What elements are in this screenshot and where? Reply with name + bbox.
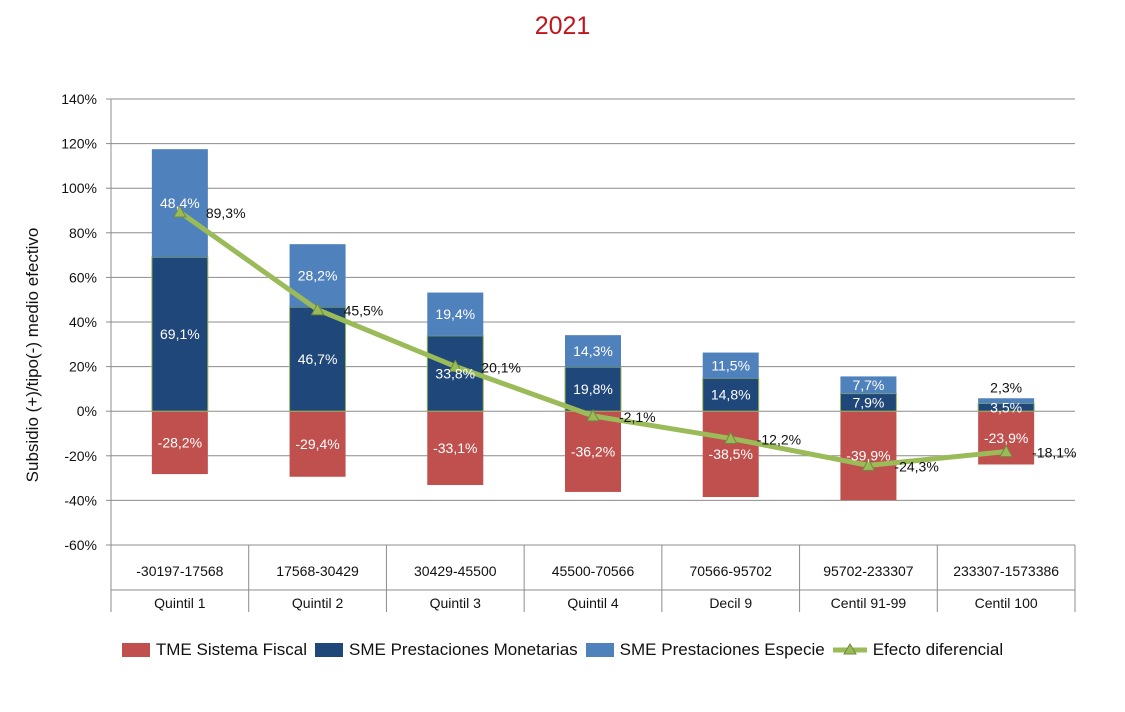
data-label-efecto-diferencial: -2,1% (619, 409, 656, 425)
legend-swatch-sme-monetarias (315, 643, 344, 657)
bar-sme-especie (978, 398, 1035, 404)
legend-line-efecto-diferencial (832, 643, 867, 655)
category-range-label: -30197-17568 (136, 563, 223, 579)
data-label-sme-monetarias: 14,8% (711, 387, 751, 403)
category-group-label: Quintil 2 (292, 595, 344, 611)
y-tick-label: 80% (69, 225, 97, 241)
data-label-efecto-diferencial: -24,3% (894, 458, 938, 474)
data-label-sme-especie: 2,3% (990, 379, 1022, 395)
data-label-sme-especie: 11,5% (711, 357, 750, 373)
data-label-tme: -36,2% (571, 444, 615, 460)
data-label-sme-monetarias: 46,7% (298, 351, 338, 367)
category-group-label: Quintil 3 (430, 595, 482, 611)
bars (151, 149, 1035, 501)
bar-sme-especie (702, 352, 759, 379)
bar-sme-especie (840, 376, 897, 394)
data-label-tme: -28,2% (158, 435, 202, 451)
data-label-sme-monetarias: 33,8% (435, 366, 475, 382)
marker-efecto-diferencial (999, 444, 1013, 458)
legend-swatch-sme-especie (585, 643, 614, 657)
data-label-tme: -39,9% (846, 448, 890, 464)
legend-item-sme-monetarias: SME Prestaciones Monetarias (315, 640, 578, 660)
data-label-tme: -29,4% (295, 436, 339, 452)
data-labels: -28,2% 69,1% 48,4% -29,4% 46,7% 28,2% -33,1% 33… (158, 195, 1077, 474)
bar-sme-especie (565, 335, 621, 368)
chart-plot: -60% -40% -20% 0% 20% 40% 60% 80% 100% 120% 140% -… (23, 91, 1077, 612)
axes: -60% -40% -20% 0% 20% 40% 60% 80% 100% 120% 140% (61, 91, 1076, 612)
category-group-label: Centil 100 (975, 595, 1038, 611)
data-label-tme: -38,5% (709, 446, 753, 462)
marker-efecto-diferencial (173, 205, 187, 218)
y-tick-label: -40% (64, 492, 97, 508)
y-tick-label: 120% (61, 136, 97, 152)
legend-label-tme: TME Sistema Fiscal (155, 640, 308, 659)
category-group-label: Quintil 4 (567, 595, 619, 611)
bar-tme (427, 411, 484, 486)
y-tick-label: 60% (69, 269, 97, 285)
marker-efecto-diferencial (861, 458, 876, 471)
data-label-sme-monetarias: 7,9% (852, 394, 884, 410)
y-tick-label: -20% (64, 448, 97, 464)
data-label-tme: -33,1% (433, 440, 477, 456)
bar-tme (151, 411, 208, 475)
bar-tme (565, 411, 621, 492)
category-range-label: 30429-45500 (414, 563, 497, 579)
category-range-label: 45500-70566 (552, 563, 635, 579)
data-label-efecto-diferencial: -12,2% (757, 431, 801, 447)
bar-tme (702, 411, 759, 498)
category-range-label: 17568-30429 (276, 563, 359, 579)
bar-sme-especie (151, 149, 208, 258)
marker-efecto-diferencial (586, 408, 600, 422)
y-tick-label: 140% (61, 91, 97, 107)
legend-label-sme-especie: SME Prestaciones Especie (619, 640, 825, 659)
bar-sme-monetarias (702, 377, 760, 412)
y-tick-label: 0% (77, 403, 97, 419)
data-label-efecto-diferencial: 20,1% (481, 359, 521, 375)
data-label-efecto-diferencial: 89,3% (206, 205, 246, 221)
data-label-tme: -23,9% (984, 430, 1028, 446)
category-labels: -30197-17568 Quintil 1 17568-30429 Quintil … (136, 563, 1059, 611)
data-label-sme-monetarias: 69,1% (160, 326, 200, 342)
category-range-label: 70566-95702 (689, 563, 772, 579)
bar-tme (289, 411, 346, 477)
y-tick-label: -60% (64, 537, 97, 553)
legend: TME Sistema Fiscal SME Prestaciones Mone… (0, 640, 1125, 660)
data-label-sme-especie: 7,7% (852, 377, 884, 393)
chart-title: 2021 (534, 12, 591, 40)
data-label-sme-especie: 28,2% (298, 268, 338, 284)
category-group-label: Decil 9 (709, 595, 752, 611)
legend-swatch-tme (121, 643, 150, 657)
data-label-sme-especie: 19,4% (435, 306, 475, 322)
category-group-label: Quintil 1 (154, 595, 206, 611)
category-range-label: 233307-1573386 (953, 563, 1059, 579)
data-label-sme-monetarias: 19,8% (573, 381, 613, 397)
y-tick-label: 100% (61, 180, 97, 196)
bar-sme-monetarias (839, 393, 897, 412)
data-label-sme-monetarias: 3,5% (990, 399, 1022, 415)
y-tick-label: 20% (69, 359, 97, 375)
legend-label-sme-monetarias: SME Prestaciones Monetarias (349, 640, 578, 659)
line-series (173, 205, 1013, 471)
bar-sme-monetarias (564, 366, 622, 412)
legend-item-tme: TME Sistema Fiscal (121, 640, 308, 660)
bar-sme-monetarias (289, 306, 347, 412)
data-label-efecto-diferencial: -18,1% (1032, 445, 1076, 461)
data-label-sme-especie: 14,3% (573, 343, 613, 359)
marker-efecto-diferencial (310, 302, 325, 316)
legend-item-efecto-diferencial: Efecto diferencial (832, 640, 1004, 660)
data-label-efecto-diferencial: 45,5% (344, 303, 384, 319)
category-group-label: Centil 91-99 (831, 595, 907, 611)
legend-label-efecto-diferencial: Efecto diferencial (872, 640, 1004, 659)
legend-item-sme-especie: SME Prestaciones Especie (585, 640, 825, 660)
y-axis-label: Subsidio (+)/tipo(-) medio efectivo (23, 228, 42, 483)
bar-sme-especie (427, 292, 484, 336)
data-label-sme-especie: 48,4% (160, 195, 200, 211)
marker-efecto-diferencial (723, 431, 738, 444)
marker-efecto-diferencial (448, 359, 463, 372)
y-tick-label: 40% (69, 314, 97, 330)
bar-tme (840, 411, 897, 501)
category-range-label: 95702-233307 (823, 563, 914, 579)
